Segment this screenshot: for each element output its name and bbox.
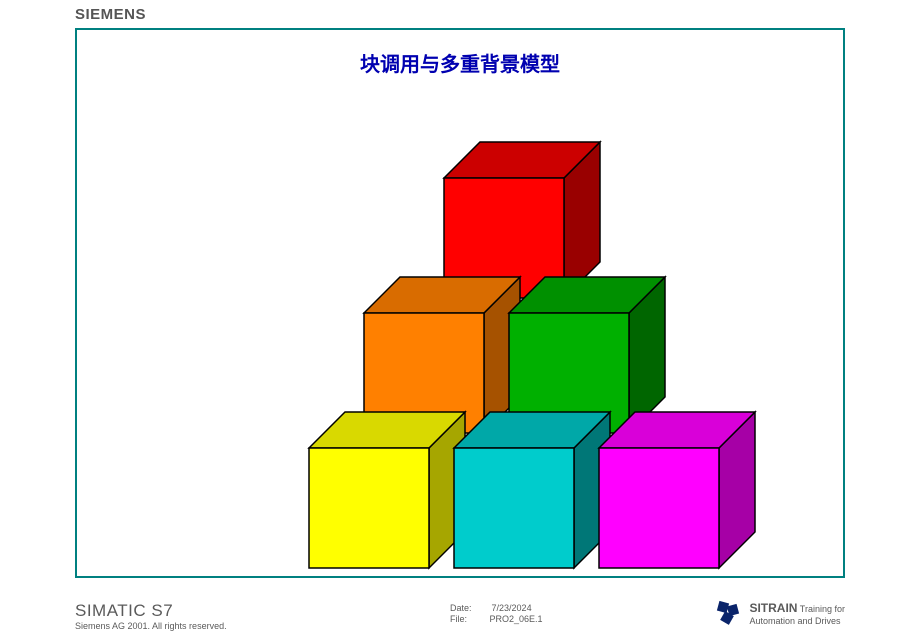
sitrain-text: SITRAIN Training for Automation and Driv…	[749, 599, 845, 626]
copyright-line: Siemens AG 2001. All rights reserved.	[75, 621, 227, 631]
sitrain-line2: Automation and Drives	[749, 617, 845, 627]
date-row: Date: 7/23/2024	[450, 603, 543, 614]
file-row: File: PRO2_06E.1	[450, 614, 543, 625]
siemens-brand: SIEMENS	[75, 6, 146, 23]
siemens-brand-text: SIEMENS	[75, 6, 146, 23]
sitrain-logo-icon	[715, 599, 743, 627]
product-text: SIMATIC S7	[75, 601, 173, 620]
cube-yellow	[307, 410, 467, 575]
sitrain-line1: SITRAIN Training for	[749, 599, 845, 617]
copyright-text: Siemens AG 2001. All rights reserved.	[75, 621, 227, 631]
cube-cyan	[452, 410, 612, 575]
footer-left: SIMATIC S7 Siemens AG 2001. All rights r…	[75, 601, 227, 631]
slide-footer: SIMATIC S7 Siemens AG 2001. All rights r…	[75, 589, 845, 631]
cube-pyramid-scene	[217, 130, 717, 550]
cube-magenta	[597, 410, 757, 575]
footer-right: SITRAIN Training for Automation and Driv…	[715, 599, 845, 627]
footer-mid: Date: 7/23/2024 File: PRO2_06E.1	[450, 603, 543, 626]
slide-title: 块调用与多重背景模型	[77, 48, 843, 77]
sitrain-brand: SITRAIN	[749, 601, 797, 615]
slide-frame: 块调用与多重背景模型	[75, 28, 845, 578]
sitrain-tag1: Training for	[797, 604, 845, 614]
slide-title-text: 块调用与多重背景模型	[360, 54, 560, 76]
product-line: SIMATIC S7	[75, 601, 227, 621]
